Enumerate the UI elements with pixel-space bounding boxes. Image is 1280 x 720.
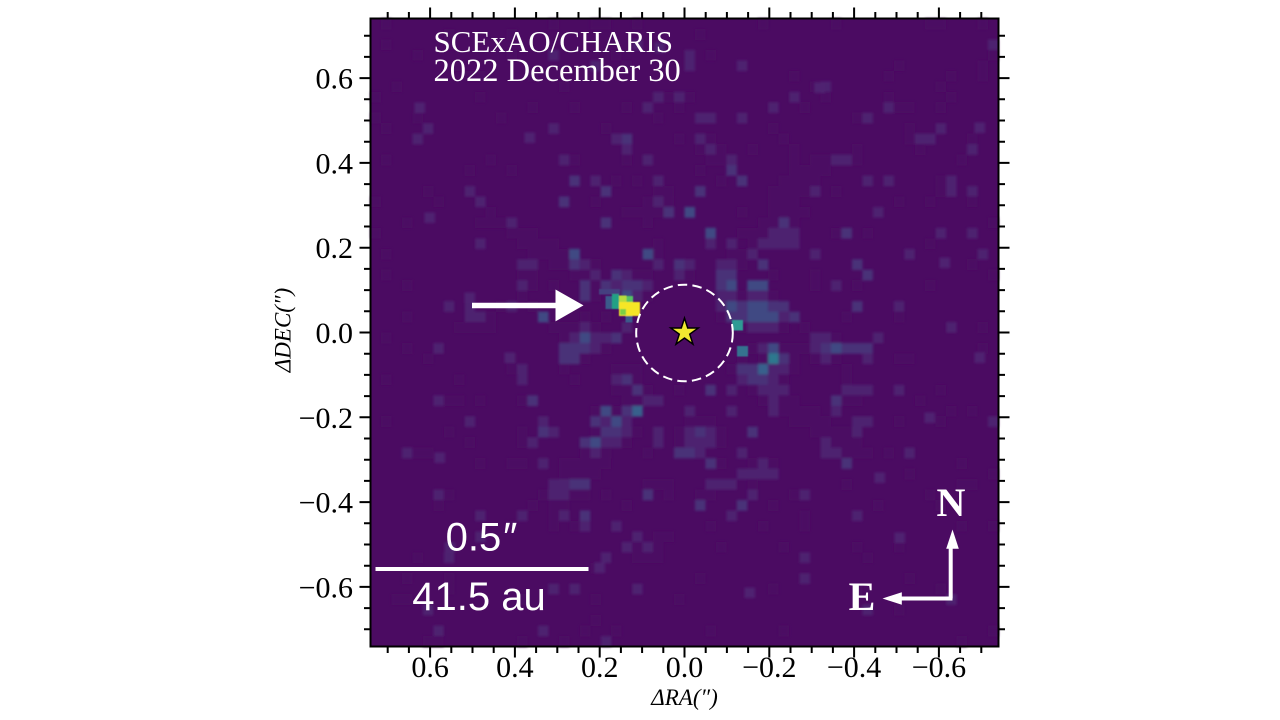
svg-text:0.6: 0.6 — [411, 651, 449, 684]
svg-text:−0.4: −0.4 — [827, 651, 881, 684]
svg-text:−0.2: −0.2 — [299, 402, 353, 435]
svg-text:ΔRA(″): ΔRA(″) — [650, 685, 718, 710]
svg-text:41.5 au: 41.5 au — [412, 575, 545, 619]
svg-text:ΔDEC(″): ΔDEC(″) — [271, 288, 296, 373]
svg-text:0.2: 0.2 — [316, 232, 354, 265]
svg-text:SCExAO/CHARIS: SCExAO/CHARIS — [434, 24, 673, 59]
svg-text:0.2: 0.2 — [581, 651, 619, 684]
svg-text:N: N — [937, 480, 966, 525]
svg-text:0.0: 0.0 — [316, 317, 354, 350]
svg-text:2022 December 30: 2022 December 30 — [434, 53, 681, 89]
svg-text:−0.2: −0.2 — [742, 651, 796, 684]
svg-text:0.0: 0.0 — [666, 651, 704, 684]
svg-text:E: E — [849, 574, 876, 619]
svg-text:0.5″: 0.5″ — [446, 516, 518, 560]
svg-text:−0.4: −0.4 — [299, 487, 353, 520]
svg-text:0.4: 0.4 — [496, 651, 534, 684]
svg-text:−0.6: −0.6 — [912, 651, 966, 684]
svg-text:0.4: 0.4 — [316, 147, 354, 180]
svg-text:0.6: 0.6 — [316, 63, 354, 96]
svg-text:−0.6: −0.6 — [299, 571, 353, 604]
